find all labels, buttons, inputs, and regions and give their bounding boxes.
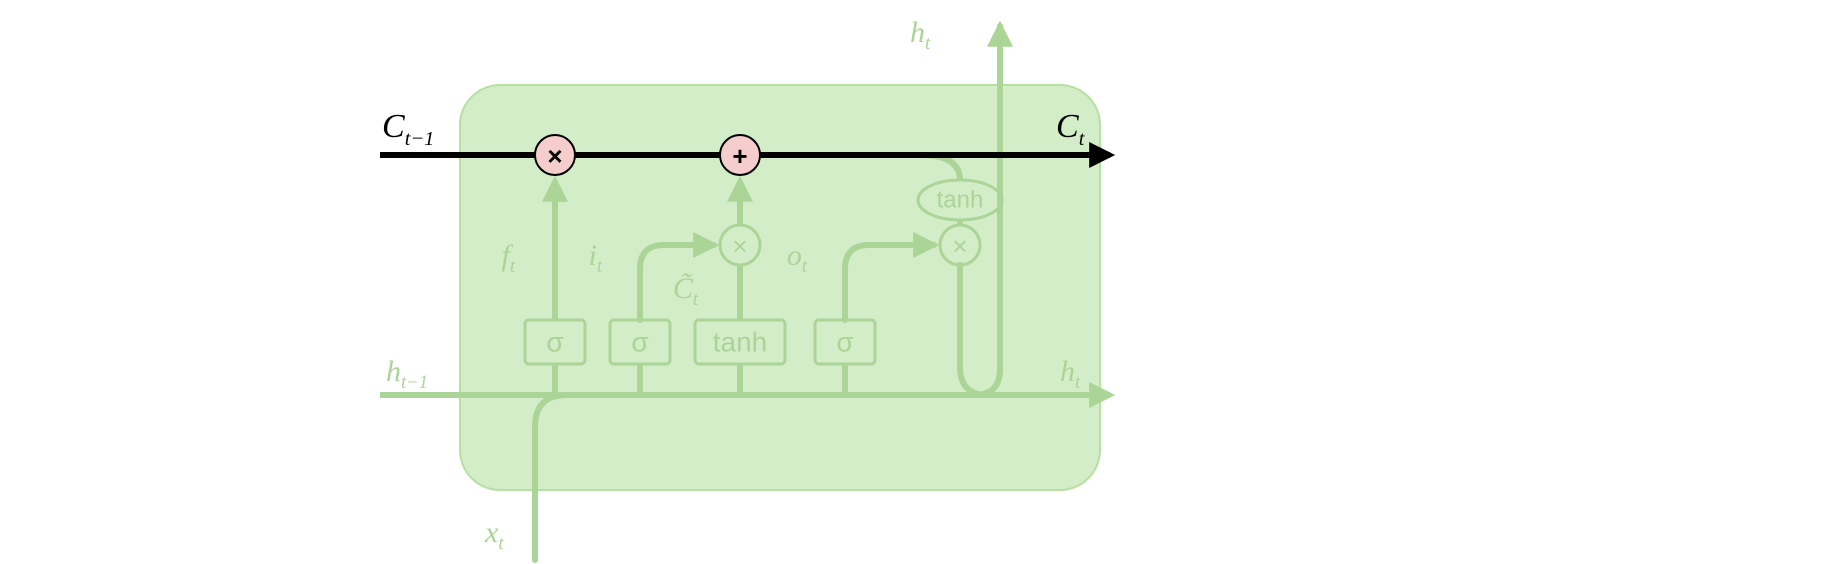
tanh-out-label: tanh <box>937 187 984 214</box>
gate-box-label-o: σ <box>836 327 853 358</box>
cellstate-mult-node-glyph: × <box>547 141 562 171</box>
cellstate-add-node-glyph: + <box>732 141 747 171</box>
label-h-top: ht <box>910 16 931 54</box>
label-h-prev: ht−1 <box>386 355 428 393</box>
gate-box-label-i: σ <box>631 327 648 358</box>
gate-box-label-ctild: tanh <box>713 327 768 358</box>
gate-box-label-f: σ <box>546 327 563 358</box>
label-x-t: xt <box>484 516 504 554</box>
inner-mult-ic-glyph: × <box>732 231 747 261</box>
inner-mult-oh-glyph: × <box>952 231 967 261</box>
label-c-prev: Ct−1 <box>382 108 434 150</box>
